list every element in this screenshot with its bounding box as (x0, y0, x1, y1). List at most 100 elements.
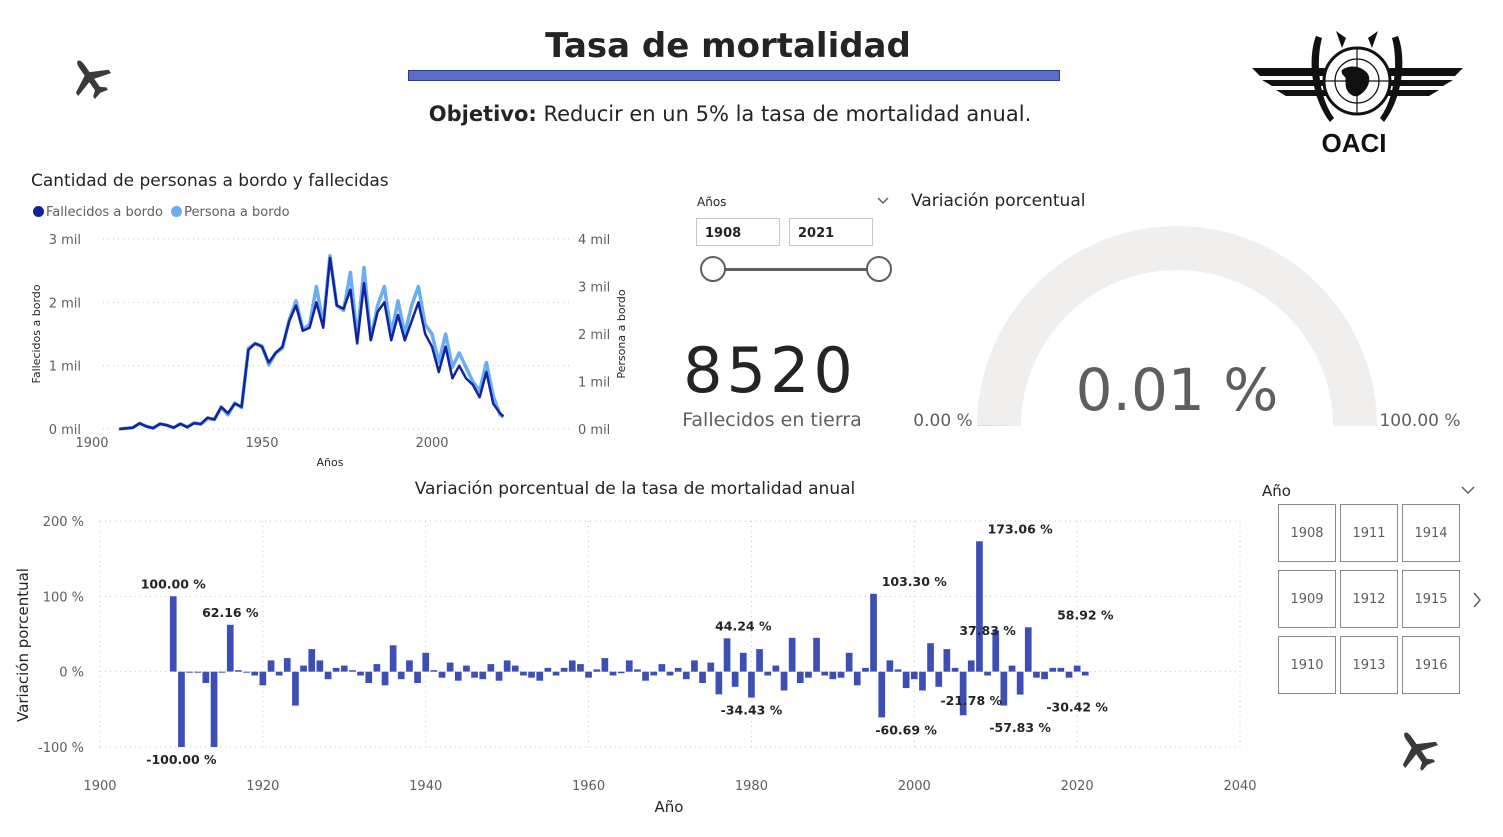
bar (202, 671, 210, 683)
bar (536, 671, 544, 681)
x-tick-label: 1900 (83, 779, 116, 794)
y-right-tick-label: 0 mil (578, 423, 610, 438)
x-tick-label: 2020 (1061, 779, 1094, 794)
bar (959, 671, 967, 716)
line-chart-legend: Fallecidos a bordo Persona a bordo (33, 205, 290, 220)
bar (585, 671, 592, 678)
line-chart-title: Cantidad de personas a bordo y fallecida… (31, 171, 389, 191)
chevron-down-icon[interactable] (876, 192, 890, 211)
bar (805, 671, 812, 678)
data-label: 62.16 % (202, 605, 259, 620)
data-label: -21.78 % (940, 693, 1002, 708)
bar (935, 671, 943, 687)
y-left-tick-label: 2 mil (49, 296, 81, 311)
bar (210, 671, 218, 747)
bar (1016, 671, 1024, 695)
y-right-tick-label: 1 mil (578, 376, 610, 391)
bar (389, 645, 397, 672)
slicer-to-input[interactable]: 2021 (789, 218, 873, 246)
bar (707, 662, 715, 672)
y-left-axis-label: Fallecidos a bordo (30, 284, 43, 383)
bar (324, 671, 332, 680)
data-label: 58.92 % (1057, 607, 1114, 622)
data-label: -34.43 % (721, 703, 783, 718)
legend-dot-persona (171, 206, 183, 217)
data-label: 44.24 % (715, 618, 772, 633)
objective-text: Objetivo: Reducir en un 5% la tasa de mo… (0, 102, 1460, 126)
bar (967, 660, 975, 672)
bar-chart-title: Variación porcentual de la tasa de morta… (414, 479, 856, 499)
bar (601, 658, 609, 672)
bar (593, 669, 601, 672)
bar (251, 671, 259, 676)
year-tile[interactable]: 1914 (1402, 504, 1460, 562)
bar (1065, 671, 1073, 678)
line-fallecidos (119, 256, 505, 431)
gauge-max-label: 100.00 % (1379, 411, 1460, 431)
slicer-handle-end[interactable] (866, 256, 892, 282)
year-tiles-label: Año (1262, 482, 1291, 500)
bar (479, 671, 487, 680)
oaci-logo: OACI (1250, 26, 1465, 161)
y-left-tick-label: 1 mil (49, 360, 81, 375)
data-label: 173.06 % (988, 521, 1054, 536)
slicer-range-track (714, 268, 880, 271)
slicer-handle-start[interactable] (700, 256, 726, 282)
line-chart[interactable]: Fallecidos a bordo Persona a bordo Años … (20, 222, 660, 472)
title-underline (408, 70, 1060, 81)
year-tile[interactable]: 1911 (1340, 504, 1398, 562)
bar (357, 671, 364, 676)
chevron-right-icon[interactable] (1471, 590, 1483, 614)
bar (1081, 671, 1089, 676)
gauge-track (977, 226, 1377, 426)
data-label: -30.42 % (1046, 700, 1108, 715)
kpi-value: 8520 (683, 334, 857, 407)
year-tile[interactable]: 1910 (1278, 636, 1336, 694)
bar (340, 665, 348, 672)
bar (739, 652, 747, 672)
bar (780, 671, 788, 691)
year-tile[interactable]: 1916 (1402, 636, 1460, 694)
x-tick-label: 2000 (898, 779, 931, 794)
legend-item-persona[interactable]: Persona a bordo (171, 205, 290, 220)
bar (674, 667, 682, 672)
bar (560, 667, 568, 672)
bar (658, 664, 666, 672)
bar (218, 671, 226, 673)
bar (837, 671, 845, 678)
bar (528, 671, 535, 678)
year-tile[interactable]: 1912 (1340, 570, 1398, 628)
bar (910, 671, 918, 680)
bar (650, 671, 658, 676)
slicer-from-input[interactable]: 1908 (696, 218, 780, 246)
bar (951, 667, 959, 672)
bar (414, 671, 421, 683)
bar (813, 637, 820, 672)
bar-chart[interactable]: Variación porcentual Año 200 % 100 % 0 % -1… (0, 505, 1270, 825)
bar (316, 660, 324, 672)
bar (943, 649, 951, 672)
data-label: 103.30 % (882, 574, 948, 589)
year-tile[interactable]: 1909 (1278, 570, 1336, 628)
airplane-icon (66, 54, 114, 112)
bar (373, 664, 381, 672)
y-right-axis-label: Persona a bordo (615, 289, 628, 378)
year-tile[interactable]: 1915 (1402, 570, 1460, 628)
bar (853, 671, 861, 686)
bar (194, 671, 202, 673)
y-tick-label: -100 % (38, 741, 84, 756)
y-right-tick-label: 3 mil (578, 281, 610, 296)
bar (829, 671, 837, 680)
bar (992, 630, 1000, 672)
bar (235, 670, 242, 672)
year-tile[interactable]: 1913 (1340, 636, 1398, 694)
bar (1049, 667, 1057, 672)
legend-item-fallecidos[interactable]: Fallecidos a bordo (33, 205, 163, 220)
bar (487, 664, 495, 672)
bar (422, 652, 430, 672)
gauge-chart[interactable]: 0.01 % 0.00 % 100.00 % (905, 220, 1485, 440)
year-tile[interactable]: 1908 (1278, 504, 1336, 562)
bar (495, 671, 503, 681)
chevron-down-icon[interactable] (1460, 482, 1476, 501)
bar (699, 671, 706, 683)
